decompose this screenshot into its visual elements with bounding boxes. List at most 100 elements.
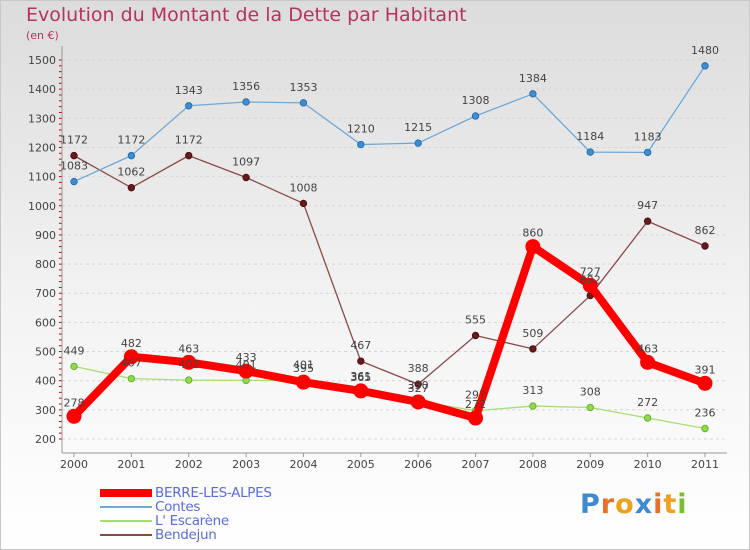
x-tick-label: 2007 xyxy=(462,458,490,471)
data-point-3 xyxy=(701,242,709,250)
data-label-3: 1172 xyxy=(60,134,88,147)
data-label-3: 1172 xyxy=(175,134,203,147)
data-point-3 xyxy=(127,183,136,192)
data-point-3 xyxy=(471,331,480,340)
y-tick-label: 800 xyxy=(35,258,56,271)
data-label-1: 1083 xyxy=(60,160,88,173)
data-label-1: 1183 xyxy=(634,130,662,143)
x-tick-label: 2002 xyxy=(175,458,203,471)
data-label-3: 509 xyxy=(522,327,543,340)
data-point-0 xyxy=(238,363,254,379)
x-tick-label: 2001 xyxy=(117,458,145,471)
data-point-1 xyxy=(471,112,480,120)
data-point-2 xyxy=(701,424,709,433)
y-tick-label: 200 xyxy=(35,433,56,446)
data-label-2: 401 xyxy=(293,358,314,371)
x-tick-label: 2011 xyxy=(691,458,719,471)
data-label-2: 308 xyxy=(580,386,601,399)
data-label-1: 1356 xyxy=(232,80,260,93)
data-label-2: 407 xyxy=(121,357,142,370)
logo-letter: P xyxy=(580,489,601,520)
data-label-2: 272 xyxy=(637,396,658,409)
data-label-0: 482 xyxy=(121,337,142,350)
data-point-2 xyxy=(529,402,537,410)
y-tick-label: 600 xyxy=(35,316,56,329)
data-point-0 xyxy=(468,410,484,426)
data-point-1 xyxy=(643,148,652,157)
data-point-1 xyxy=(70,177,78,186)
proxiti-logo: Proxiti xyxy=(580,489,688,520)
data-point-2 xyxy=(185,376,193,384)
x-tick-label: 2000 xyxy=(60,458,88,471)
series-line-3 xyxy=(73,154,706,385)
data-point-3 xyxy=(185,151,193,160)
data-label-0: 391 xyxy=(695,363,716,376)
y-tick-label: 1000 xyxy=(28,200,56,213)
chart-subtitle: (en €) xyxy=(26,29,59,42)
data-label-1: 1308 xyxy=(462,94,490,107)
data-label-0: 327 xyxy=(408,382,429,395)
data-label-0: 463 xyxy=(637,342,658,355)
data-point-3 xyxy=(242,173,250,182)
legend-swatch-escarene xyxy=(100,520,152,522)
data-point-0 xyxy=(181,354,197,370)
data-label-0: 860 xyxy=(522,227,543,240)
data-label-2: 361 xyxy=(350,370,371,383)
x-tick-label: 2009 xyxy=(576,458,604,471)
data-point-0 xyxy=(295,374,311,390)
data-label-2: 402 xyxy=(178,358,199,371)
y-tick-label: 400 xyxy=(35,375,56,388)
data-point-1 xyxy=(127,151,136,160)
data-label-3: 388 xyxy=(408,362,429,375)
data-label-2: 401 xyxy=(236,358,257,371)
data-label-2: 236 xyxy=(695,407,716,420)
legend-label-berre: BERRE-LES-ALPES xyxy=(155,485,272,501)
data-point-2 xyxy=(70,362,78,371)
data-point-3 xyxy=(643,217,652,225)
y-tick-label: 1400 xyxy=(28,83,56,96)
data-label-1: 1480 xyxy=(691,44,719,57)
data-point-2 xyxy=(586,403,594,412)
data-point-2 xyxy=(127,374,136,383)
data-label-3: 467 xyxy=(350,339,371,352)
x-tick-label: 2008 xyxy=(519,458,547,471)
series-line-1 xyxy=(73,65,706,183)
data-label-1: 1353 xyxy=(289,81,317,94)
legend-label-escarene: L' Escarène xyxy=(155,513,229,529)
logo-letter: t xyxy=(663,489,678,520)
data-point-1 xyxy=(357,140,365,149)
y-tick-label: 300 xyxy=(35,404,56,417)
data-label-0: 365 xyxy=(350,371,371,384)
data-point-0 xyxy=(353,383,369,399)
data-point-0 xyxy=(410,394,426,410)
y-tick-label: 1500 xyxy=(28,54,56,67)
data-point-3 xyxy=(414,380,422,388)
data-label-3: 1008 xyxy=(289,181,317,194)
data-point-0 xyxy=(66,408,82,424)
data-point-1 xyxy=(586,148,594,156)
data-label-1: 1343 xyxy=(175,84,203,97)
logo-letter: x xyxy=(634,489,654,520)
logo-letter: r xyxy=(600,489,616,520)
data-label-1: 1172 xyxy=(117,134,145,147)
legend-label-bendejun: Bendejun xyxy=(155,527,217,543)
x-tick-label: 2010 xyxy=(634,458,662,471)
x-tick-label: 2003 xyxy=(232,458,260,471)
data-label-2: 313 xyxy=(522,384,543,397)
data-point-1 xyxy=(242,98,250,106)
data-point-1 xyxy=(701,62,709,70)
y-tick-label: 700 xyxy=(35,287,56,300)
plot-area xyxy=(62,46,727,453)
data-point-3 xyxy=(299,199,308,208)
x-tick-label: 2006 xyxy=(404,458,432,471)
data-label-3: 555 xyxy=(465,314,486,327)
data-label-3: 692 xyxy=(580,274,601,287)
legend-swatch-bendejun xyxy=(100,534,152,536)
data-point-1 xyxy=(299,99,308,107)
y-tick-label: 500 xyxy=(35,346,56,359)
data-label-0: 272 xyxy=(465,398,486,411)
data-point-0 xyxy=(697,375,713,391)
data-label-0: 395 xyxy=(293,362,314,375)
data-label-3: 1097 xyxy=(232,155,260,168)
